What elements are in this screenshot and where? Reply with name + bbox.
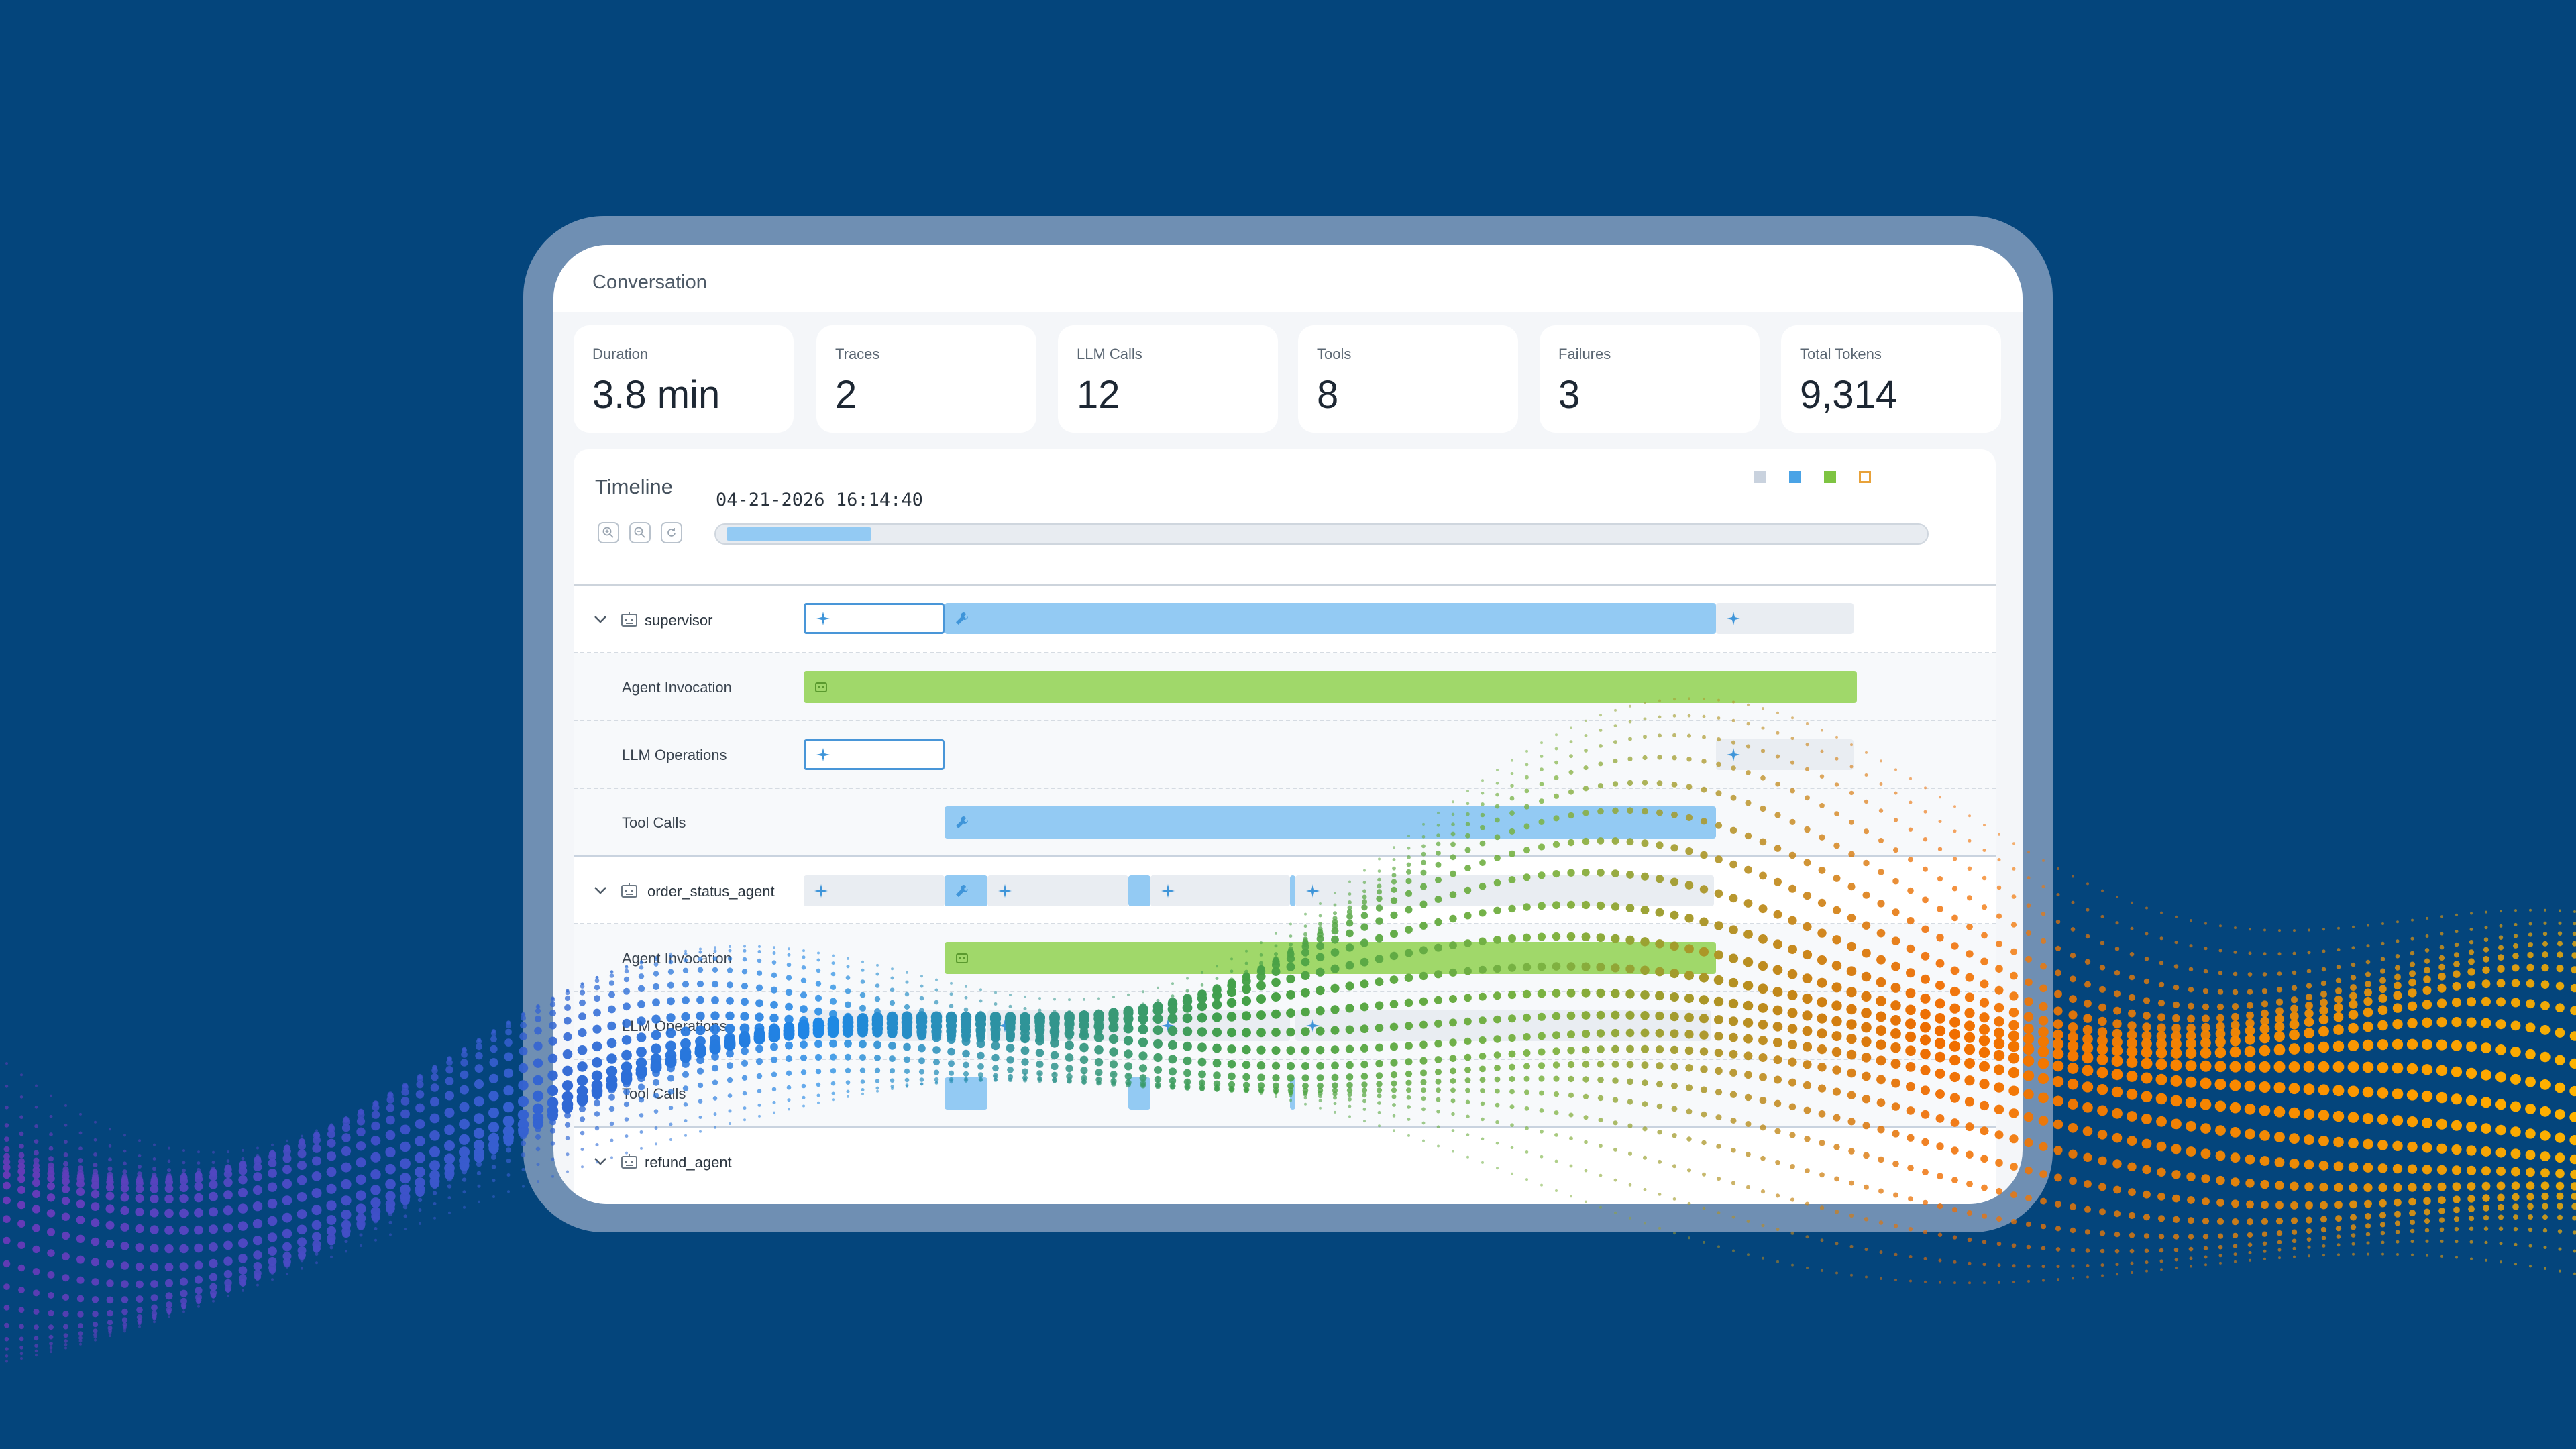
agent-icon <box>621 1154 637 1169</box>
sparkle-icon <box>1161 1019 1175 1032</box>
zoom-in-button[interactable] <box>598 522 619 543</box>
stat-llm-calls: LLM Calls 12 <box>1058 325 1278 433</box>
tool-span-bar[interactable] <box>1128 1077 1150 1110</box>
timeline-scrollbar[interactable] <box>714 523 1929 545</box>
stat-label: Failures <box>1558 345 1611 362</box>
group-label-supervisor: supervisor <box>645 612 713 629</box>
sparkle-icon <box>816 612 830 625</box>
row-llm-operations: LLM Operations <box>574 721 1996 789</box>
legend-swatch-failure <box>1859 471 1871 483</box>
row-agent-invocation: Agent Invocation <box>574 653 1996 721</box>
stat-label: LLM Calls <box>1077 345 1142 362</box>
sparkle-icon <box>998 1019 1012 1032</box>
tool-span-bar[interactable] <box>1290 875 1295 906</box>
zoom-in-icon <box>602 527 614 538</box>
legend-swatch-llm <box>1754 471 1766 483</box>
llm-span-bar[interactable] <box>804 603 945 634</box>
row-label: LLM Operations <box>622 747 727 763</box>
stat-value: 3.8 min <box>592 373 720 417</box>
timeline-divider <box>574 584 1996 586</box>
agent-icon <box>621 883 637 898</box>
chevron-down-icon[interactable] <box>592 612 608 626</box>
sparkle-icon <box>1727 748 1740 761</box>
agent-invocation-bar[interactable] <box>804 671 1857 703</box>
zoom-out-icon <box>634 527 645 538</box>
sparkle-icon <box>1727 612 1740 625</box>
timeline-title: Timeline <box>595 475 673 498</box>
group-label-refund-agent: refund_agent <box>645 1154 732 1171</box>
llm-span-bar[interactable] <box>804 739 945 770</box>
stat-label: Total Tokens <box>1800 345 1882 362</box>
group-row-supervisor[interactable]: supervisor <box>574 586 1996 653</box>
llm-span-bar[interactable] <box>1150 875 1290 906</box>
row-tool-calls: Tool Calls <box>574 789 1996 857</box>
wrench-icon <box>956 885 968 897</box>
chevron-down-icon[interactable] <box>592 1155 608 1168</box>
stat-label: Traces <box>835 345 880 362</box>
sparkle-icon <box>1306 1019 1320 1032</box>
sparkle-icon <box>1161 884 1175 898</box>
stat-value: 2 <box>835 373 857 417</box>
reset-zoom-button[interactable] <box>661 522 682 543</box>
stat-label: Tools <box>1317 345 1352 362</box>
row-label: Tool Calls <box>622 814 686 831</box>
sparkle-icon <box>814 884 828 898</box>
llm-span-bar[interactable] <box>987 875 1128 906</box>
tool-span-bar[interactable] <box>1128 875 1150 906</box>
sparkle-icon <box>998 884 1012 898</box>
stat-total-tokens: Total Tokens 9,314 <box>1781 325 2001 433</box>
agent-icon <box>815 682 827 692</box>
zoom-out-button[interactable] <box>629 522 651 543</box>
stat-failures: Failures 3 <box>1540 325 1760 433</box>
stat-value: 9,314 <box>1800 373 1898 417</box>
stat-value: 8 <box>1317 373 1339 417</box>
group-label-order-status-agent: order_status_agent <box>647 883 775 900</box>
card-header: Conversation <box>553 245 2023 312</box>
row-tool-calls: Tool Calls <box>574 1060 1996 1128</box>
legend-swatch-agent <box>1824 471 1836 483</box>
wrench-icon <box>956 612 968 625</box>
stat-tools: Tools 8 <box>1298 325 1518 433</box>
llm-span-bar[interactable] <box>804 875 945 906</box>
reset-icon <box>667 528 676 537</box>
timeline-scroll-thumb[interactable] <box>727 527 871 541</box>
sparkle-icon <box>1306 884 1320 898</box>
tool-span-bar[interactable] <box>945 603 1716 634</box>
sparkle-icon <box>816 748 830 761</box>
row-agent-invocation: Agent Invocation <box>574 924 1996 992</box>
row-label: Agent Invocation <box>622 679 732 696</box>
agent-icon <box>621 612 637 627</box>
stat-value: 12 <box>1077 373 1120 417</box>
stat-label: Duration <box>592 345 649 362</box>
stat-duration: Duration 3.8 min <box>574 325 794 433</box>
wrench-icon <box>956 816 968 828</box>
stat-traces: Traces 2 <box>816 325 1036 433</box>
stat-value: 3 <box>1558 373 1580 417</box>
llm-span-bar[interactable] <box>1716 603 1854 634</box>
legend-swatch-tool <box>1789 471 1801 483</box>
timeline-timestamp: 04-21-2026 16:14:40 <box>716 490 923 511</box>
llm-span-bar[interactable] <box>1716 739 1854 770</box>
chevron-down-icon[interactable] <box>592 883 608 897</box>
tool-span-bar[interactable] <box>945 875 987 906</box>
group-row-refund-agent[interactable]: refund_agent <box>574 1128 1996 1195</box>
agent-icon <box>956 953 968 963</box>
row-label: Tool Calls <box>622 1085 686 1102</box>
page-title: Conversation <box>592 272 707 293</box>
